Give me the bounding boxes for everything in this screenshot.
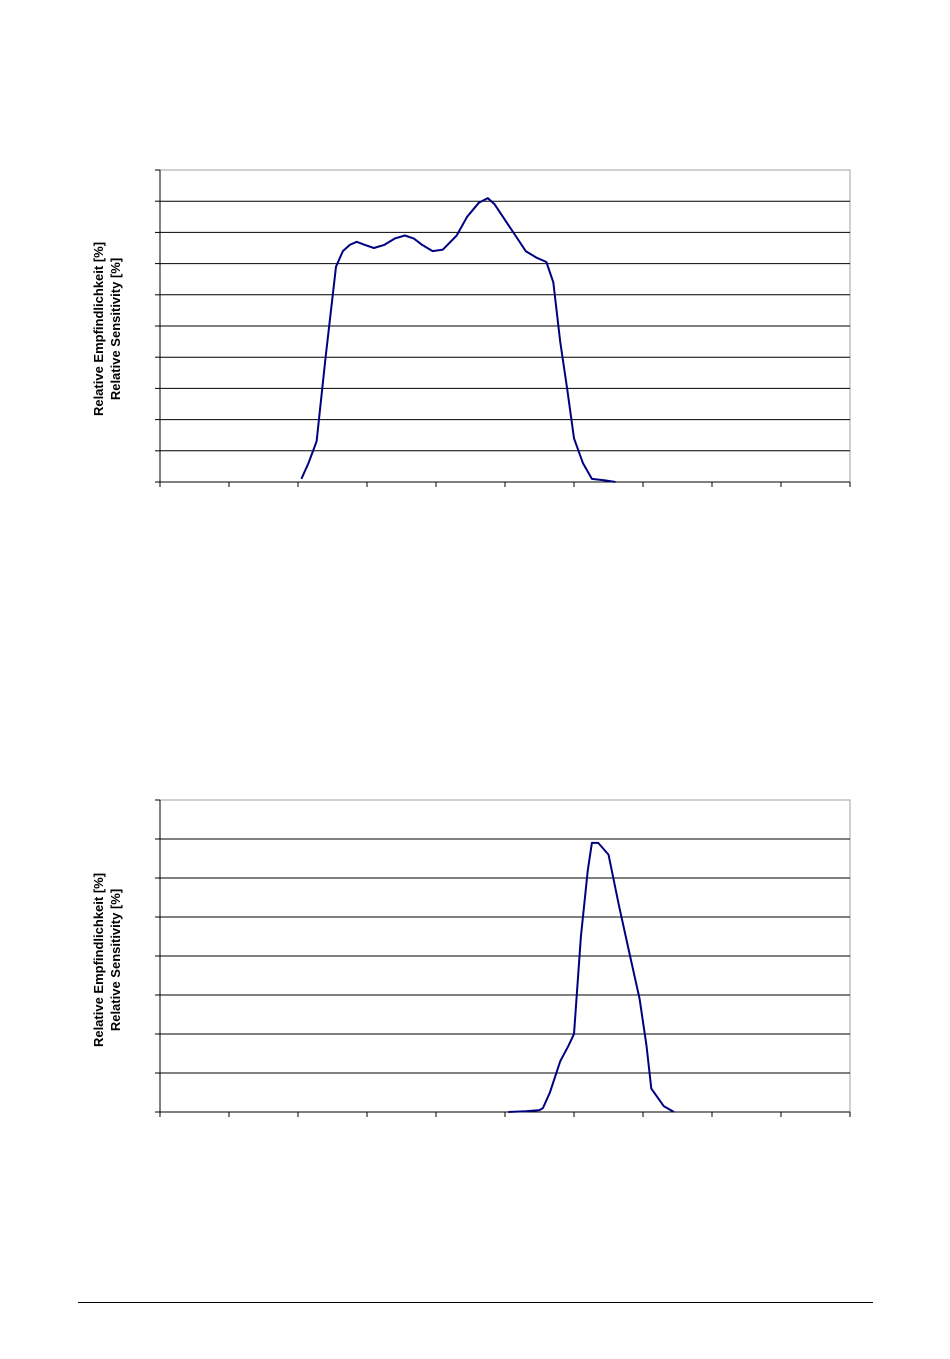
footer-divider	[78, 1302, 873, 1303]
chart-2-plot	[155, 799, 851, 1117]
chart-1-plot	[155, 169, 851, 487]
series-line	[508, 841, 675, 1113]
chart-1: Relative Empfindlichkeit [%] Relative Se…	[0, 150, 950, 510]
series-line	[300, 197, 616, 483]
chart-2: Relative Empfindlichkeit [%] Relative Se…	[0, 780, 950, 1140]
